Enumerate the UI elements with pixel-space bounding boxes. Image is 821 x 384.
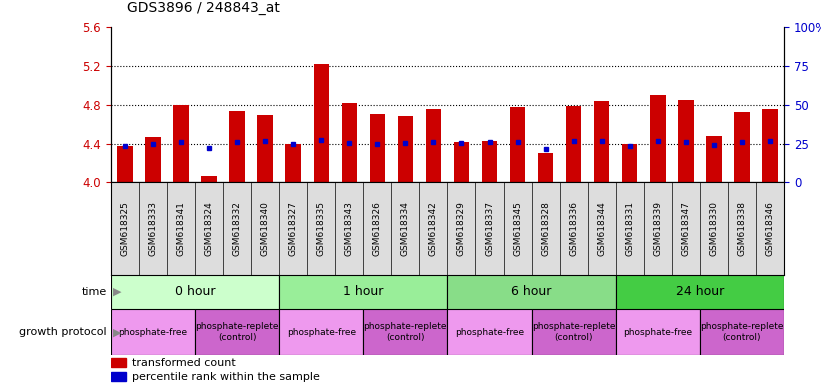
Bar bbox=[510, 107, 525, 182]
Text: GSM618344: GSM618344 bbox=[597, 201, 606, 256]
Text: 24 hour: 24 hour bbox=[676, 285, 724, 298]
Text: GSM618339: GSM618339 bbox=[654, 201, 663, 256]
Text: GSM618330: GSM618330 bbox=[709, 201, 718, 256]
Text: GSM618342: GSM618342 bbox=[429, 201, 438, 256]
Text: phosphate-free: phosphate-free bbox=[118, 328, 187, 337]
Bar bbox=[566, 106, 581, 182]
Bar bbox=[111, 309, 195, 355]
Bar bbox=[229, 111, 245, 182]
Bar bbox=[447, 275, 616, 309]
Text: GSM618331: GSM618331 bbox=[626, 201, 635, 256]
Bar bbox=[145, 137, 161, 182]
Bar bbox=[342, 103, 357, 182]
Text: ▶: ▶ bbox=[112, 287, 121, 297]
Bar bbox=[616, 309, 699, 355]
Text: 1 hour: 1 hour bbox=[343, 285, 383, 298]
Bar bbox=[258, 115, 273, 182]
Text: phosphate-replete
(control): phosphate-replete (control) bbox=[700, 323, 784, 342]
Text: phosphate-free: phosphate-free bbox=[455, 328, 524, 337]
Bar bbox=[650, 95, 666, 182]
Text: transformed count: transformed count bbox=[132, 358, 236, 368]
Bar bbox=[594, 101, 609, 182]
Text: percentile rank within the sample: percentile rank within the sample bbox=[132, 371, 320, 382]
Text: growth protocol: growth protocol bbox=[19, 327, 107, 337]
Bar bbox=[426, 109, 441, 182]
Bar bbox=[734, 113, 750, 182]
Bar bbox=[201, 175, 217, 182]
Text: GSM618346: GSM618346 bbox=[765, 201, 774, 256]
Text: GDS3896 / 248843_at: GDS3896 / 248843_at bbox=[127, 2, 280, 15]
Text: GSM618345: GSM618345 bbox=[513, 201, 522, 256]
Bar bbox=[286, 144, 300, 182]
Text: GSM618334: GSM618334 bbox=[401, 201, 410, 256]
Bar bbox=[532, 309, 616, 355]
Bar bbox=[363, 309, 447, 355]
Text: phosphate-replete
(control): phosphate-replete (control) bbox=[364, 323, 447, 342]
Text: GSM618325: GSM618325 bbox=[121, 201, 130, 256]
Text: phosphate-replete
(control): phosphate-replete (control) bbox=[195, 323, 279, 342]
Text: phosphate-free: phosphate-free bbox=[623, 328, 692, 337]
Bar bbox=[314, 64, 329, 182]
Text: GSM618327: GSM618327 bbox=[289, 201, 298, 256]
Bar bbox=[279, 309, 363, 355]
Text: 0 hour: 0 hour bbox=[175, 285, 215, 298]
Text: GSM618340: GSM618340 bbox=[260, 201, 269, 256]
Text: phosphate-free: phosphate-free bbox=[287, 328, 355, 337]
Bar bbox=[111, 372, 126, 381]
Bar bbox=[616, 275, 784, 309]
Text: GSM618324: GSM618324 bbox=[204, 201, 213, 256]
Text: GSM618329: GSM618329 bbox=[457, 201, 466, 256]
Bar bbox=[454, 142, 469, 182]
Bar bbox=[117, 146, 132, 182]
Bar bbox=[369, 114, 385, 182]
Text: GSM618336: GSM618336 bbox=[569, 201, 578, 256]
Bar bbox=[706, 136, 722, 182]
Bar bbox=[763, 109, 777, 182]
Text: GSM618341: GSM618341 bbox=[177, 201, 186, 256]
Text: GSM618335: GSM618335 bbox=[317, 201, 326, 256]
Bar bbox=[699, 309, 784, 355]
Bar bbox=[173, 104, 189, 182]
Bar bbox=[538, 153, 553, 182]
Text: GSM618332: GSM618332 bbox=[232, 201, 241, 256]
Bar bbox=[447, 309, 532, 355]
Text: ▶: ▶ bbox=[112, 327, 121, 337]
Text: phosphate-replete
(control): phosphate-replete (control) bbox=[532, 323, 616, 342]
Text: time: time bbox=[81, 287, 107, 297]
Bar bbox=[195, 309, 279, 355]
Text: GSM618328: GSM618328 bbox=[541, 201, 550, 256]
Text: GSM618343: GSM618343 bbox=[345, 201, 354, 256]
Text: GSM618338: GSM618338 bbox=[737, 201, 746, 256]
Bar bbox=[111, 358, 126, 367]
Bar bbox=[111, 275, 279, 309]
Text: GSM618337: GSM618337 bbox=[485, 201, 494, 256]
Bar bbox=[622, 144, 637, 182]
Text: GSM618347: GSM618347 bbox=[681, 201, 690, 256]
Bar bbox=[279, 275, 447, 309]
Bar bbox=[482, 141, 498, 182]
Text: 6 hour: 6 hour bbox=[511, 285, 552, 298]
Bar bbox=[397, 116, 413, 182]
Text: GSM618326: GSM618326 bbox=[373, 201, 382, 256]
Bar bbox=[678, 100, 694, 182]
Text: GSM618333: GSM618333 bbox=[149, 201, 158, 256]
